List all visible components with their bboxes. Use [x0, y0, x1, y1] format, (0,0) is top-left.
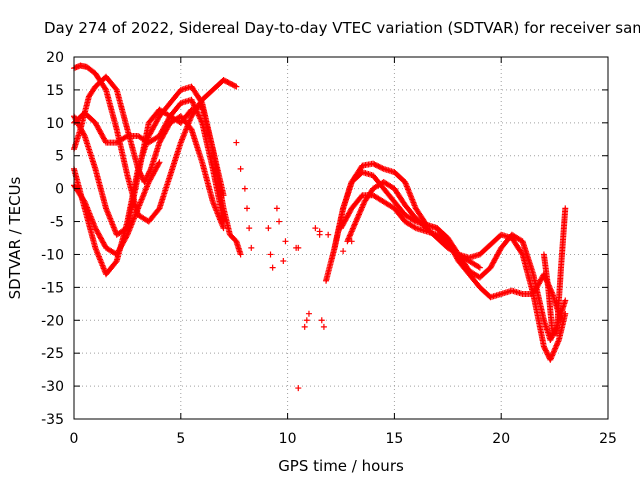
data-point [244, 205, 251, 212]
grid [74, 57, 608, 419]
data-point [295, 385, 302, 392]
data-point [542, 346, 549, 353]
data-point [267, 251, 274, 258]
data-point [562, 205, 569, 212]
data-point [372, 161, 379, 168]
y-tick-label: 5 [55, 149, 64, 165]
y-axis-label: SDTVAR / TECUs [6, 176, 24, 299]
data-point [312, 225, 319, 232]
data-point [282, 238, 289, 245]
plot-frame [73, 56, 609, 420]
y-tick-label: -30 [41, 379, 64, 395]
data-point [318, 317, 325, 324]
data-point [248, 244, 255, 251]
data-point [543, 348, 550, 355]
data-point [246, 225, 253, 232]
y-tick-label: -20 [41, 313, 64, 329]
data-point [220, 192, 227, 199]
data-point [562, 310, 569, 317]
data-point [232, 82, 239, 89]
data-point [379, 165, 386, 172]
data-point [340, 248, 347, 255]
data-point [316, 228, 323, 235]
data-point [547, 337, 554, 344]
data-point [542, 347, 549, 354]
data-point [269, 264, 276, 271]
x-tick-label: 10 [279, 431, 297, 447]
data-point [102, 85, 109, 92]
y-tick-label: -10 [41, 247, 64, 263]
series-trace-d [71, 103, 227, 238]
data-point [301, 323, 308, 330]
y-tick-label: 20 [46, 50, 64, 66]
data-point [547, 335, 554, 342]
data-point [233, 83, 240, 90]
data-point [540, 343, 547, 350]
data-point [112, 85, 119, 92]
data-point [371, 161, 378, 168]
data-point [376, 163, 383, 170]
data-point [375, 163, 382, 170]
data-point [518, 250, 525, 257]
y-tick-label: -15 [41, 280, 64, 296]
data-point [348, 238, 355, 245]
x-tick-label: 20 [492, 431, 510, 447]
data-point [476, 264, 483, 271]
data-point [305, 310, 312, 317]
y-tick-label: -25 [41, 346, 64, 362]
data-point [541, 344, 548, 351]
data-point [320, 323, 327, 330]
x-tick-label: 5 [176, 431, 185, 447]
data-point [544, 351, 551, 358]
data-point [280, 258, 287, 265]
data-point [241, 185, 248, 192]
data-point [411, 224, 418, 231]
data-point [237, 251, 244, 258]
data-point [374, 162, 381, 169]
data-point [220, 225, 227, 232]
data-point [544, 350, 551, 357]
data-point [265, 225, 272, 232]
y-tick-label: 0 [55, 182, 64, 198]
data-point [370, 160, 377, 167]
chart-title: Day 274 of 2022, Sidereal Day-to-day VTE… [44, 19, 640, 37]
series-trace-g [323, 160, 569, 344]
data-point [475, 263, 482, 270]
data-point [562, 297, 569, 304]
y-tick-label: -35 [41, 412, 64, 428]
data-point [220, 218, 227, 225]
data-point [80, 131, 87, 138]
data-point [237, 165, 244, 172]
data-point [273, 205, 280, 212]
axis-ticks: 0 5 10 15 20 25 20 15 10 5 0 -5 -10 -15 -20 -25 -30 -35 [41, 50, 617, 447]
data-point [123, 133, 130, 140]
data-point [156, 159, 163, 166]
series-trace-k [540, 205, 569, 337]
y-tick-label: 15 [46, 83, 64, 99]
data-point [198, 98, 205, 105]
data-point [123, 233, 130, 240]
data-point [155, 160, 162, 167]
data-point [233, 139, 240, 146]
data-point [112, 259, 119, 266]
data-point [378, 164, 385, 171]
x-tick-label: 0 [70, 431, 79, 447]
x-tick-label: 15 [385, 431, 403, 447]
data-point [548, 334, 555, 341]
series-trace-j [338, 192, 483, 271]
x-tick-label: 25 [599, 431, 617, 447]
y-tick-label: -5 [50, 215, 64, 231]
data-marks [71, 62, 569, 392]
series-scatter-mid [233, 139, 355, 392]
y-tick-label: 10 [46, 116, 64, 132]
data-point [276, 218, 283, 225]
x-axis-label: GPS time / hours [278, 457, 404, 475]
data-point [295, 244, 302, 251]
data-point [325, 231, 332, 238]
data-point [303, 317, 310, 324]
